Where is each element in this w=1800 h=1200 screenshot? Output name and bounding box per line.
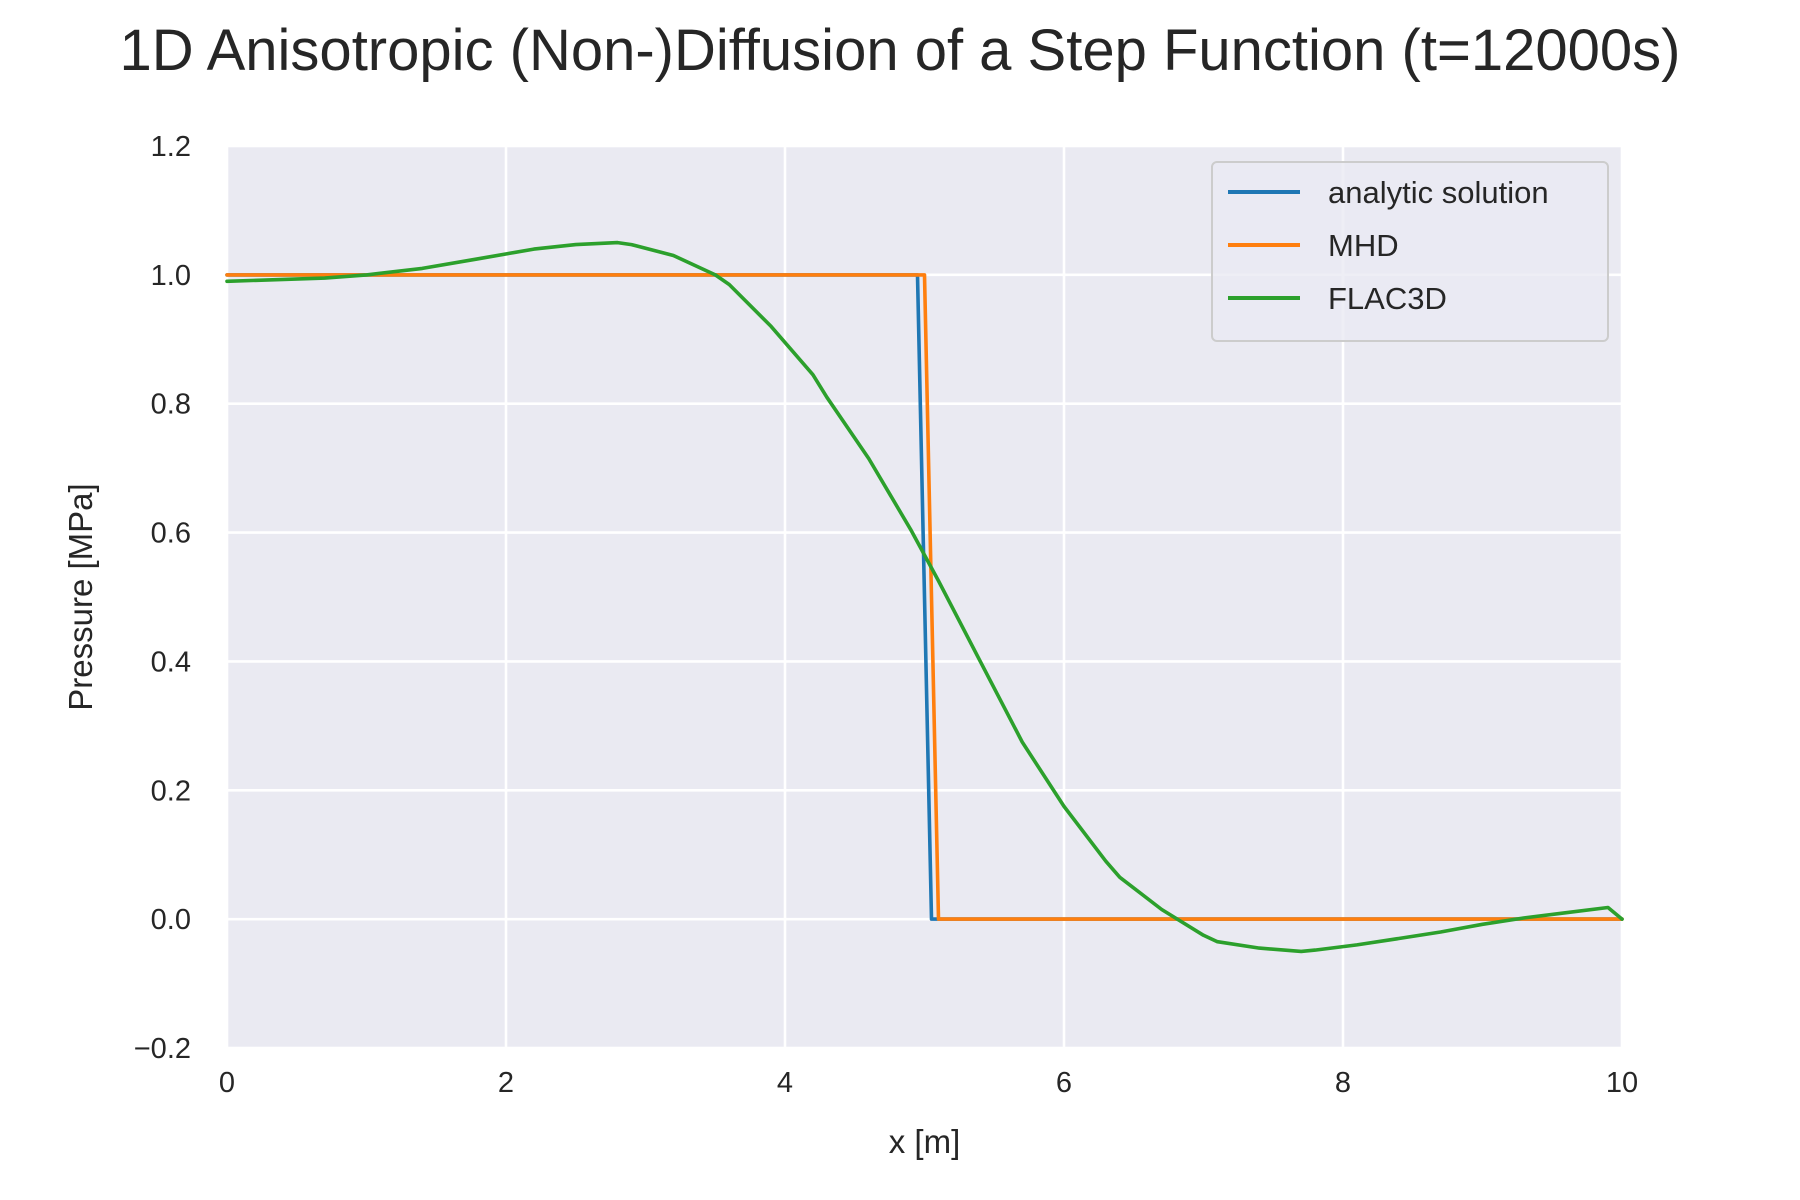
y-tick-label: 1.0	[151, 260, 191, 292]
y-tick-label: 0.0	[151, 904, 191, 936]
y-tick-label: 0.8	[151, 389, 191, 421]
x-tick-label: 6	[1056, 1067, 1072, 1099]
x-axis-label: x [m]	[889, 1123, 961, 1160]
series-line-flac3d	[225, 240, 1624, 954]
y-tick-label: 0.2	[151, 775, 191, 807]
series-layer	[225, 240, 1624, 954]
x-tick-label: 2	[498, 1067, 514, 1099]
legend-label: analytic solution	[1328, 175, 1549, 210]
y-axis-label: Pressure [MPa]	[62, 483, 99, 710]
y-tick-label: −0.2	[134, 1033, 191, 1065]
legend-label: MHD	[1328, 228, 1399, 263]
y-tick-label: 0.4	[151, 646, 191, 678]
legend-label: FLAC3D	[1328, 281, 1447, 316]
y-tick-label: 0.6	[151, 518, 191, 550]
x-tick-label: 8	[1335, 1067, 1351, 1099]
legend-box	[1211, 161, 1609, 342]
y-tick-label: 1.2	[151, 131, 191, 163]
chart-title: 1D Anisotropic (Non-)Diffusion of a Step…	[120, 18, 1681, 83]
x-tick-label: 4	[777, 1067, 793, 1099]
x-tick-label: 10	[1606, 1067, 1638, 1099]
x-tick-label: 0	[219, 1067, 235, 1099]
tick-labels: 0 2 4 6 8 10 −0.2 0.0 0.2 0.4 0.6 0.8 1.0 1.2	[134, 131, 1638, 1099]
series-line-mhd	[225, 273, 1624, 921]
legend-items: analytic solution MHD FLAC3D	[1228, 175, 1549, 316]
legend: analytic solution MHD FLAC3D	[1211, 161, 1609, 342]
